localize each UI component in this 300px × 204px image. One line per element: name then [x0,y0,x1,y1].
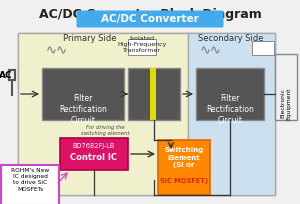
Text: Primary Side: Primary Side [63,34,117,43]
Text: AC/DC Converter Block Diagram: AC/DC Converter Block Diagram [39,8,261,21]
Text: Filter
Rectification
Circuit: Filter Rectification Circuit [59,94,107,125]
Bar [275,54,297,120]
Text: AC: AC [0,71,13,80]
Text: Isolated
High-Frequency
Transformer: Isolated High-Frequency Transformer [117,36,167,53]
Text: Control IC: Control IC [70,153,118,162]
Bar [128,68,180,120]
Bar [60,138,128,170]
Text: Secondary Side: Secondary Side [198,34,264,43]
Text: AC/DC Converter: AC/DC Converter [101,14,199,24]
Bar [252,41,274,55]
Text: Switching
Element
(SI or: Switching Element (SI or [164,147,204,168]
Text: SiC MOSFET): SiC MOSFET) [160,178,208,184]
Bar [42,68,124,120]
Bar [158,140,210,195]
Text: ROHM's New
IC designed
to drive SiC
MOSFETs: ROHM's New IC designed to drive SiC MOSF… [11,168,49,192]
Bar [128,39,156,55]
Bar [18,33,188,195]
Bar [150,68,156,120]
Text: BD7682FJ-LB: BD7682FJ-LB [73,143,115,149]
Text: Filter
Rectification
Circuit: Filter Rectification Circuit [206,94,254,125]
FancyBboxPatch shape [76,10,224,28]
Bar [18,33,275,195]
Bar [196,68,264,120]
Bar [188,33,275,195]
FancyBboxPatch shape [1,165,59,204]
Text: Electronic
Equipment: Electronic Equipment [280,87,292,120]
Text: DC: DC [277,68,291,76]
Text: For driving the
switching element: For driving the switching element [81,125,129,136]
